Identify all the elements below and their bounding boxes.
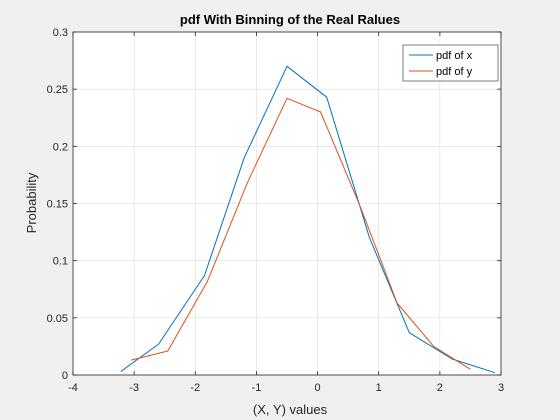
- x-tick-label: -3: [129, 382, 139, 394]
- x-tick-label: -1: [252, 382, 262, 394]
- series-line-x: [120, 65, 496, 374]
- y-tick-label: 0.3: [53, 27, 68, 39]
- series-line-y: [130, 97, 471, 370]
- x-axis-label: (X, Y) values: [253, 402, 328, 417]
- chart-title: pdf With Binning of the Real Ralues: [180, 12, 400, 27]
- y-tick-label: 0.1: [53, 256, 68, 268]
- legend: pdf of x pdf of y: [402, 44, 499, 82]
- legend-label-y: pdf of y: [436, 66, 473, 78]
- y-tick-label: 0.25: [47, 84, 68, 96]
- y-tick-label: 0.15: [47, 199, 68, 211]
- series-layer: [120, 65, 496, 374]
- y-tick-label: 0: [62, 370, 68, 382]
- y-tick-label: 0.2: [53, 141, 68, 153]
- x-tick-label: 2: [437, 382, 443, 394]
- x-tick-label: 3: [498, 382, 504, 394]
- tick-layer: -4 -3 -2 -1 0 1 2 3 0 0.05 0.1 0.15 0.2 0.25 0.3: [47, 27, 504, 394]
- legend-label-x: pdf of x: [436, 50, 473, 62]
- y-axis-label: Probability: [24, 172, 39, 233]
- x-tick-label: 1: [376, 382, 382, 394]
- legend-box: [402, 44, 499, 82]
- y-tick-label: 0.05: [47, 313, 68, 325]
- x-tick-label: 0: [315, 382, 321, 394]
- x-tick-label: -2: [190, 382, 200, 394]
- x-tick-label: -4: [68, 382, 78, 394]
